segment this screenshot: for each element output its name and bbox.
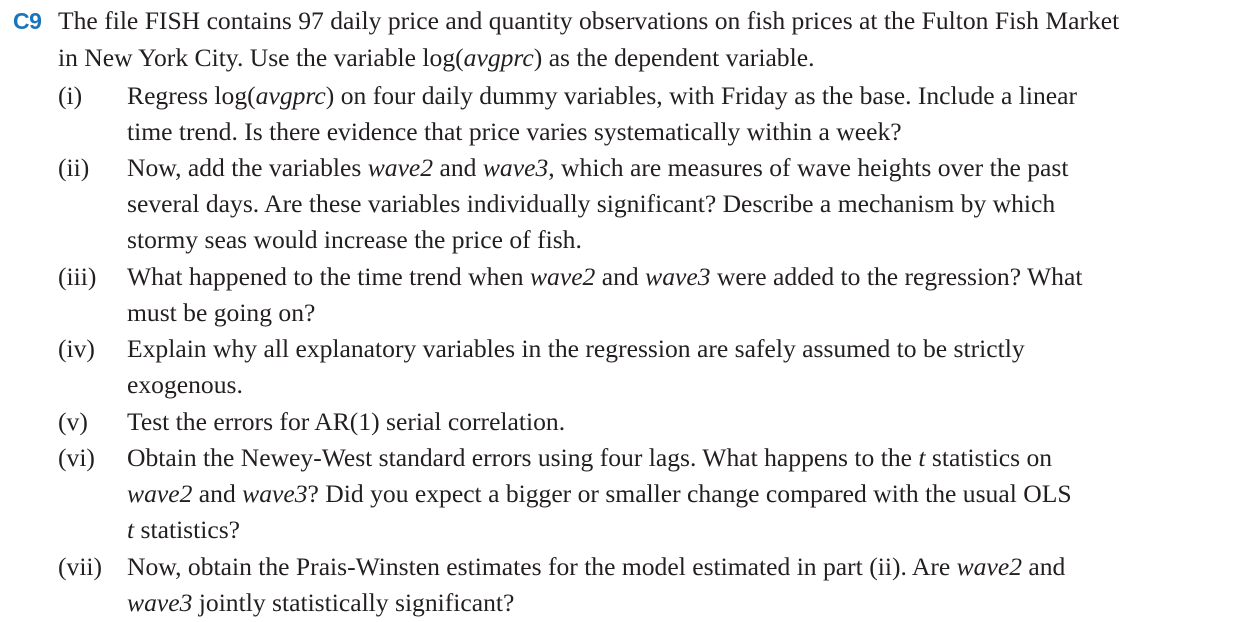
part-vii-number: (vii)	[58, 552, 103, 581]
part-iii-var-wave2: wave2	[529, 262, 596, 291]
intro-text-1: The file FISH contains 97 daily price an…	[58, 6, 1120, 35]
part-ii-text-1a: Now, add the variables	[127, 153, 368, 182]
part-iii-line-2: must be going on?	[127, 295, 315, 331]
part-v-number: (v)	[58, 407, 88, 436]
part-vi-var-wave2: wave2	[127, 479, 193, 508]
part-v-line-1: Test the errors for AR(1) serial correla…	[127, 404, 565, 440]
part-vi-text-1b: statistics on	[925, 443, 1053, 472]
part-v-text-1: Test the errors for AR(1) serial correla…	[127, 407, 566, 436]
part-vi-number: (vi)	[58, 443, 95, 472]
part-vi-line-2: wave2 and wave3? Did you expect a bigger…	[127, 476, 1072, 512]
part-iv-number: (iv)	[58, 334, 95, 363]
part-iv-line-1: Explain why all explanatory variables in…	[127, 331, 1025, 367]
part-ii-line-1: Now, add the variables wave2 and wave3, …	[127, 150, 1068, 186]
part-iii-text-1b: and	[595, 262, 646, 291]
intro-text-2a: in New York City. Use the variable log(	[58, 43, 464, 72]
part-vi-var-wave3: wave3	[242, 479, 308, 508]
var-avgprc: avgprc	[463, 43, 534, 72]
part-iv-text-2: exogenous.	[127, 370, 243, 399]
part-i-text-1a: Regress log(	[127, 81, 256, 110]
part-vii-text-1a: Now, obtain the Prais-Winsten estimates …	[127, 552, 957, 581]
part-iii-var-wave3: wave3	[645, 262, 711, 291]
part-iii-text-2: must be going on?	[127, 298, 316, 327]
intro-line-2: in New York City. Use the variable log(a…	[58, 40, 814, 76]
part-i-line-2: time trend. Is there evidence that price…	[127, 114, 902, 150]
part-ii-var-wave2: wave2	[367, 153, 434, 182]
part-iii-text-1a: What happened to the time trend when	[127, 262, 530, 291]
part-ii-text-1c: , which are measures of wave heights ove…	[548, 153, 1069, 182]
part-vii-var-wave2: wave2	[956, 552, 1022, 581]
part-ii-line-2: several days. Are these variables indivi…	[127, 186, 1055, 222]
part-vi-text-2a: and	[192, 479, 243, 508]
part-i-number: (i)	[58, 81, 83, 110]
part-i-var-avgprc: avgprc	[255, 81, 326, 110]
part-vi-text-1a: Obtain the Newey-West standard errors us…	[127, 443, 919, 472]
part-vii-line-2: wave3 jointly statistically significant?	[127, 585, 514, 621]
part-iii-number: (iii)	[58, 262, 97, 291]
part-ii-var-wave3: wave3	[482, 153, 549, 182]
part-vii-var-wave3: wave3	[127, 588, 193, 617]
part-vi-text-2b: ? Did you expect a bigger or smaller cha…	[307, 479, 1072, 508]
part-iii-text-1c: were added to the regression? What	[710, 262, 1083, 291]
exercise-label: C9	[13, 8, 42, 34]
part-vi-t-symbol-2: t	[127, 515, 135, 544]
part-i-line-1: Regress log(avgprc) on four daily dummy …	[127, 78, 1077, 114]
part-ii-line-3: stormy seas would increase the price of …	[127, 222, 582, 258]
part-vii-line-1: Now, obtain the Prais-Winsten estimates …	[127, 549, 1065, 585]
part-ii-text-1b: and	[433, 153, 483, 182]
part-vi-t-symbol: t	[918, 443, 926, 472]
part-ii-text-2: several days. Are these variables indivi…	[127, 189, 1056, 218]
part-vi-line-3: t statistics?	[127, 512, 240, 548]
part-vi-text-3: statistics?	[134, 515, 241, 544]
intro-text-2b: ) as the dependent variable.	[533, 43, 815, 72]
part-iv-text-1: Explain why all explanatory variables in…	[127, 334, 1025, 363]
part-vii-text-1b: and	[1022, 552, 1066, 581]
part-vii-text-2: jointly statistically significant?	[192, 588, 515, 617]
part-iv-line-2: exogenous.	[127, 367, 243, 403]
part-ii-number: (ii)	[58, 153, 90, 182]
part-i-text-2: time trend. Is there evidence that price…	[127, 117, 902, 146]
part-i-text-1b: ) on four daily dummy variables, with Fr…	[325, 81, 1078, 110]
intro-line-1: The file FISH contains 97 daily price an…	[58, 3, 1119, 39]
part-iii-line-1: What happened to the time trend when wav…	[127, 259, 1082, 295]
part-ii-text-3: stormy seas would increase the price of …	[127, 225, 582, 254]
part-vi-line-1: Obtain the Newey-West standard errors us…	[127, 440, 1052, 476]
